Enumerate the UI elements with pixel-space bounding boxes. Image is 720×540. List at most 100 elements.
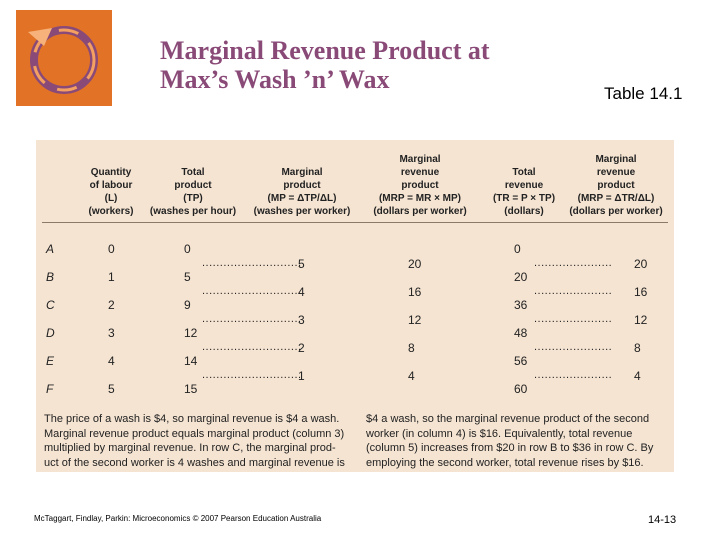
- page-title: Marginal Revenue Product at Max’s Wash ’…: [160, 36, 600, 94]
- logo-ring-accent: [32, 28, 96, 92]
- table-cell-labour: 5: [108, 382, 115, 396]
- column-header-line: revenue: [596, 167, 636, 178]
- table-cell-labour: 4: [108, 354, 115, 368]
- note-right-line: (column 5) increases from $20 in row B t…: [366, 442, 654, 454]
- column-header-line: (workers): [88, 206, 134, 217]
- column-header-line: (L): [104, 193, 118, 204]
- dot-leader: ......................: [534, 285, 613, 297]
- marginal-revenue-product-value-2: 12: [634, 313, 648, 327]
- column-header: Marginal revenue product (MRP = MR × MP) (do…: [355, 153, 485, 218]
- dot-leader: ............................: [202, 369, 302, 381]
- note-left: The price of a wash is $4, so marginal r…: [44, 412, 354, 470]
- column-header-line: (dollars per worker): [373, 206, 467, 217]
- note-left-line: uct of the second worker is 4 washes and…: [44, 456, 345, 469]
- title-line-2: Max’s Wash ’n’ Wax: [160, 65, 390, 94]
- logo-arrow: [28, 28, 52, 46]
- dot-leader: ......................: [534, 341, 613, 353]
- table-cell-labour: 3: [108, 326, 115, 340]
- dot-leader: ......................: [534, 313, 613, 325]
- column-header-line: product: [401, 180, 439, 191]
- marginal-product-value: 5: [298, 257, 305, 271]
- marginal-revenue-product-value: 12: [408, 313, 422, 327]
- column-header-line: (dollars per worker): [569, 206, 663, 217]
- table-cell-tp: 12: [184, 326, 198, 340]
- column-header: Marginal product (MP = ΔTP/ΔL) (washes per …: [237, 166, 367, 218]
- column-header-line: (MRP = ΔTR/ΔL): [577, 193, 655, 204]
- column-header-line: Marginal: [595, 154, 637, 165]
- column-header-line: (MP = ΔTP/ΔL): [267, 193, 337, 204]
- marginal-product-value: 3: [298, 313, 305, 327]
- table-cell-labour: 1: [108, 270, 115, 284]
- column-header: Marginal revenue product (MRP = ΔTR/ΔL) (dol…: [551, 153, 681, 218]
- logo: [8, 2, 120, 114]
- row-label: C: [46, 298, 55, 312]
- table-cell-tr: 36: [514, 298, 528, 312]
- logo-graphic: [16, 10, 112, 106]
- row-label: F: [46, 382, 54, 396]
- page-number: 14-13: [648, 514, 677, 526]
- table-cell-labour: 2: [108, 298, 115, 312]
- title-line-1: Marginal Revenue Product at: [160, 36, 490, 65]
- dot-leader: ............................: [202, 341, 302, 353]
- note-right-line: $4 a wash, so the marginal revenue produ…: [366, 413, 650, 425]
- column-header-line: revenue: [400, 167, 440, 178]
- table-cell-tr: 20: [514, 270, 528, 284]
- dot-leader: ............................: [202, 285, 302, 297]
- note-left-line: Marginal revenue product equals marginal…: [44, 427, 345, 440]
- column-header-line: (TR = P × TP): [492, 193, 556, 204]
- row-label: B: [46, 270, 55, 284]
- marginal-product-value: 4: [298, 285, 305, 299]
- marginal-revenue-product-value-2: 20: [634, 257, 648, 271]
- marginal-revenue-product-value-2: 8: [634, 341, 641, 355]
- column-header-line: product: [174, 180, 212, 191]
- table-cell-tp: 0: [184, 242, 191, 256]
- table-label: Table 14.1: [604, 84, 683, 103]
- column-header-line: revenue: [504, 180, 544, 191]
- table-cell-labour: 0: [108, 242, 115, 256]
- table-cell-tp: 5: [184, 270, 191, 284]
- column-header-line: product: [283, 180, 321, 191]
- table-cell-tr: 56: [514, 354, 528, 368]
- table-cell-tr: 48: [514, 326, 528, 340]
- table-cell-tp: 14: [184, 354, 198, 368]
- row-label: D: [46, 326, 55, 340]
- row-label: A: [46, 242, 55, 256]
- note-left-line: multiplied by marginal revenue. In row C…: [44, 442, 336, 454]
- marginal-revenue-product-value: 20: [408, 257, 422, 271]
- table-cell-tr: 0: [514, 242, 521, 256]
- marginal-product-value: 2: [298, 341, 305, 355]
- column-header-line: of labour: [89, 180, 133, 191]
- column-header-line: Marginal: [399, 154, 441, 165]
- column-header-line: Quantity: [90, 167, 132, 178]
- table-cell-tp: 15: [184, 382, 198, 396]
- table-cell-tr: 60: [514, 382, 528, 396]
- table-cell-tp: 9: [184, 298, 191, 312]
- column-header-line: product: [597, 180, 635, 191]
- note-right-line: employing the second worker, total reven…: [366, 456, 644, 469]
- column-header-line: Total: [181, 167, 205, 178]
- column-header: Total product (TP) (washes per hour): [128, 166, 258, 218]
- marginal-revenue-product-value: 8: [408, 341, 415, 355]
- marginal-product-value: 1: [298, 369, 305, 383]
- column-header-line: Marginal: [281, 167, 323, 178]
- dot-leader: ......................: [534, 369, 613, 381]
- column-header-line: (MRP = MR × MP): [378, 193, 462, 204]
- column-header-line: (TP): [183, 193, 203, 204]
- dot-leader: ......................: [534, 257, 613, 269]
- note-right: $4 a wash, so the marginal revenue produ…: [366, 412, 671, 470]
- dot-leader: ............................: [202, 313, 302, 325]
- column-header: Total revenue (TR = P × TP) (dollars): [459, 166, 589, 218]
- marginal-revenue-product-value-2: 16: [634, 285, 648, 299]
- footer-citation: McTaggart, Findlay, Parkin: Microeconomi…: [34, 514, 322, 523]
- header-divider: [42, 222, 668, 223]
- column-header-line: (washes per hour): [149, 206, 237, 217]
- table-panel: Quantity of labour (L) (workers) Total produc…: [36, 140, 674, 472]
- marginal-revenue-product-value: 4: [408, 369, 415, 383]
- note-right-line: worker (in column 4) is $16. Equivalentl…: [366, 427, 633, 440]
- dot-leader: ............................: [202, 257, 302, 269]
- note-left-line: The price of a wash is $4, so marginal r…: [44, 413, 340, 425]
- column-header-line: Total: [512, 167, 536, 178]
- marginal-revenue-product-value: 16: [408, 285, 422, 299]
- column-header: Quantity of labour (L) (workers): [46, 166, 176, 218]
- marginal-revenue-product-value-2: 4: [634, 369, 641, 383]
